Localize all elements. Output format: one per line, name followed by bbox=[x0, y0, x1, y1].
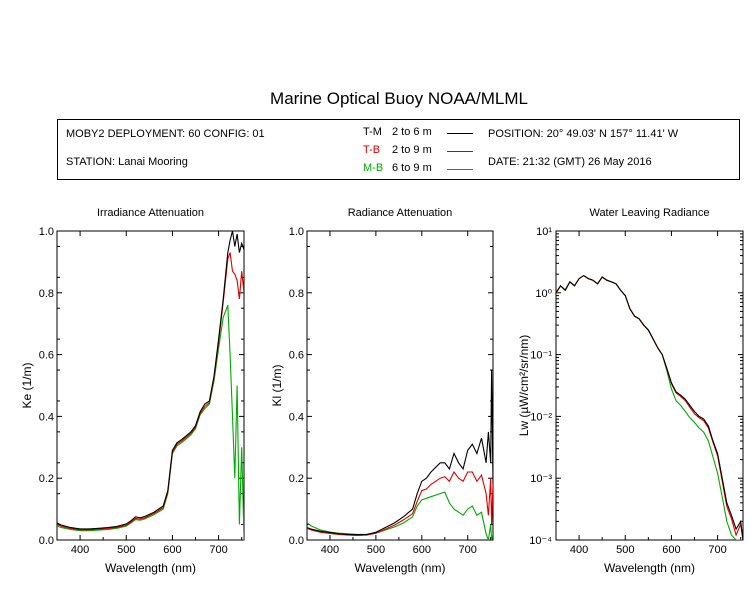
series-line-t-b bbox=[307, 470, 493, 536]
x-tick-label: 500 bbox=[367, 544, 385, 556]
legend-code-tb: T-B bbox=[363, 144, 381, 156]
series-line-t-m bbox=[307, 369, 493, 536]
chart-0: Irradiance Attenuation 400 500 600 700 0.0 0.2… bbox=[20, 207, 245, 575]
y-axis-label: Lw (µW/cm²/sr/nm) bbox=[517, 335, 531, 437]
chart-2: Water Leaving Radiance 400 500 600 700 10⁻⁴ 10… bbox=[517, 207, 744, 575]
series-line-t-b bbox=[556, 274, 743, 540]
y-tick-label: 0.6 bbox=[289, 350, 304, 362]
x-tick-label: 700 bbox=[459, 544, 477, 556]
series-line-m-b bbox=[556, 274, 743, 540]
y-tick-label: 0.0 bbox=[39, 535, 54, 547]
legend-range-tb: 2 to 9 m bbox=[392, 144, 432, 156]
chart-title: Irradiance Attenuation bbox=[97, 207, 204, 219]
x-tick-label: 400 bbox=[321, 544, 339, 556]
x-tick-label: 400 bbox=[570, 544, 588, 556]
y-axis-label: Ke (1/m) bbox=[20, 362, 34, 408]
y-tick-label: 0.4 bbox=[289, 411, 304, 423]
series-line-m-b bbox=[57, 305, 244, 540]
y-tick-label: 10¹ bbox=[536, 226, 552, 238]
x-tick-label: 500 bbox=[616, 544, 634, 556]
x-tick-label: 600 bbox=[662, 544, 680, 556]
y-tick-label: 0.2 bbox=[289, 473, 304, 485]
x-axis-label: Wavelength (nm) bbox=[355, 561, 446, 575]
legend-range-mb: 6 to 9 m bbox=[392, 162, 432, 174]
date-text: DATE: 21:32 (GMT) 26 May 2016 bbox=[488, 156, 652, 168]
y-tick-label: 0.4 bbox=[39, 411, 54, 423]
station-text: STATION: Lanai Mooring bbox=[66, 156, 188, 168]
y-tick-label: 1.0 bbox=[289, 226, 304, 238]
x-tick-label: 700 bbox=[708, 544, 726, 556]
y-tick-label: 0.8 bbox=[39, 288, 54, 300]
deployment-text: MOBY2 DEPLOYMENT: 60 CONFIG: 01 bbox=[66, 128, 265, 140]
y-tick-label: 0.6 bbox=[39, 350, 54, 362]
plot-frame bbox=[555, 230, 744, 541]
y-tick-label: 10⁻³ bbox=[530, 473, 552, 485]
legend-line-mb bbox=[447, 169, 473, 170]
y-tick-label: 1.0 bbox=[39, 226, 54, 238]
x-tick-label: 700 bbox=[209, 544, 227, 556]
x-tick-label: 400 bbox=[71, 544, 89, 556]
plot-frame bbox=[306, 230, 494, 541]
chart-1: Radiance Attenuation 400 500 600 700 0.0 0.2 0.… bbox=[270, 207, 494, 575]
legend-range-tm: 2 to 6 m bbox=[392, 126, 432, 138]
y-tick-label: 10⁰ bbox=[535, 288, 552, 300]
y-tick-label: 10⁻⁴ bbox=[529, 535, 552, 547]
x-axis-label: Wavelength (nm) bbox=[105, 561, 196, 575]
y-tick-label: 0.0 bbox=[289, 535, 304, 547]
legend-line-tm bbox=[447, 133, 473, 134]
y-tick-label: 10⁻¹ bbox=[530, 350, 552, 362]
chart-title: Radiance Attenuation bbox=[348, 207, 453, 219]
page-title: Marine Optical Buoy NOAA/MLML bbox=[270, 89, 528, 108]
x-tick-label: 500 bbox=[117, 544, 135, 556]
legend-line-tb bbox=[447, 151, 473, 152]
position-text: POSITION: 20° 49.03' N 157° 11.41' W bbox=[488, 128, 679, 140]
series-line-t-m bbox=[57, 231, 244, 530]
y-tick-label: 10⁻² bbox=[530, 411, 552, 423]
info-box: MOBY2 DEPLOYMENT: 60 CONFIG: 01 STATION:… bbox=[57, 119, 740, 180]
legend-code-tm: T-M bbox=[363, 126, 382, 138]
plot-frame bbox=[56, 230, 245, 541]
x-axis-label: Wavelength (nm) bbox=[604, 561, 695, 575]
y-tick-label: 0.2 bbox=[39, 473, 54, 485]
chart-title: Water Leaving Radiance bbox=[589, 207, 709, 219]
y-tick-label: 0.8 bbox=[289, 288, 304, 300]
series-line-t-b bbox=[57, 252, 244, 531]
legend-code-mb: M-B bbox=[363, 162, 384, 174]
series-line-t-m bbox=[556, 274, 743, 540]
x-tick-label: 600 bbox=[413, 544, 431, 556]
x-tick-label: 600 bbox=[163, 544, 181, 556]
y-axis-label: Kl (1/m) bbox=[270, 364, 284, 406]
